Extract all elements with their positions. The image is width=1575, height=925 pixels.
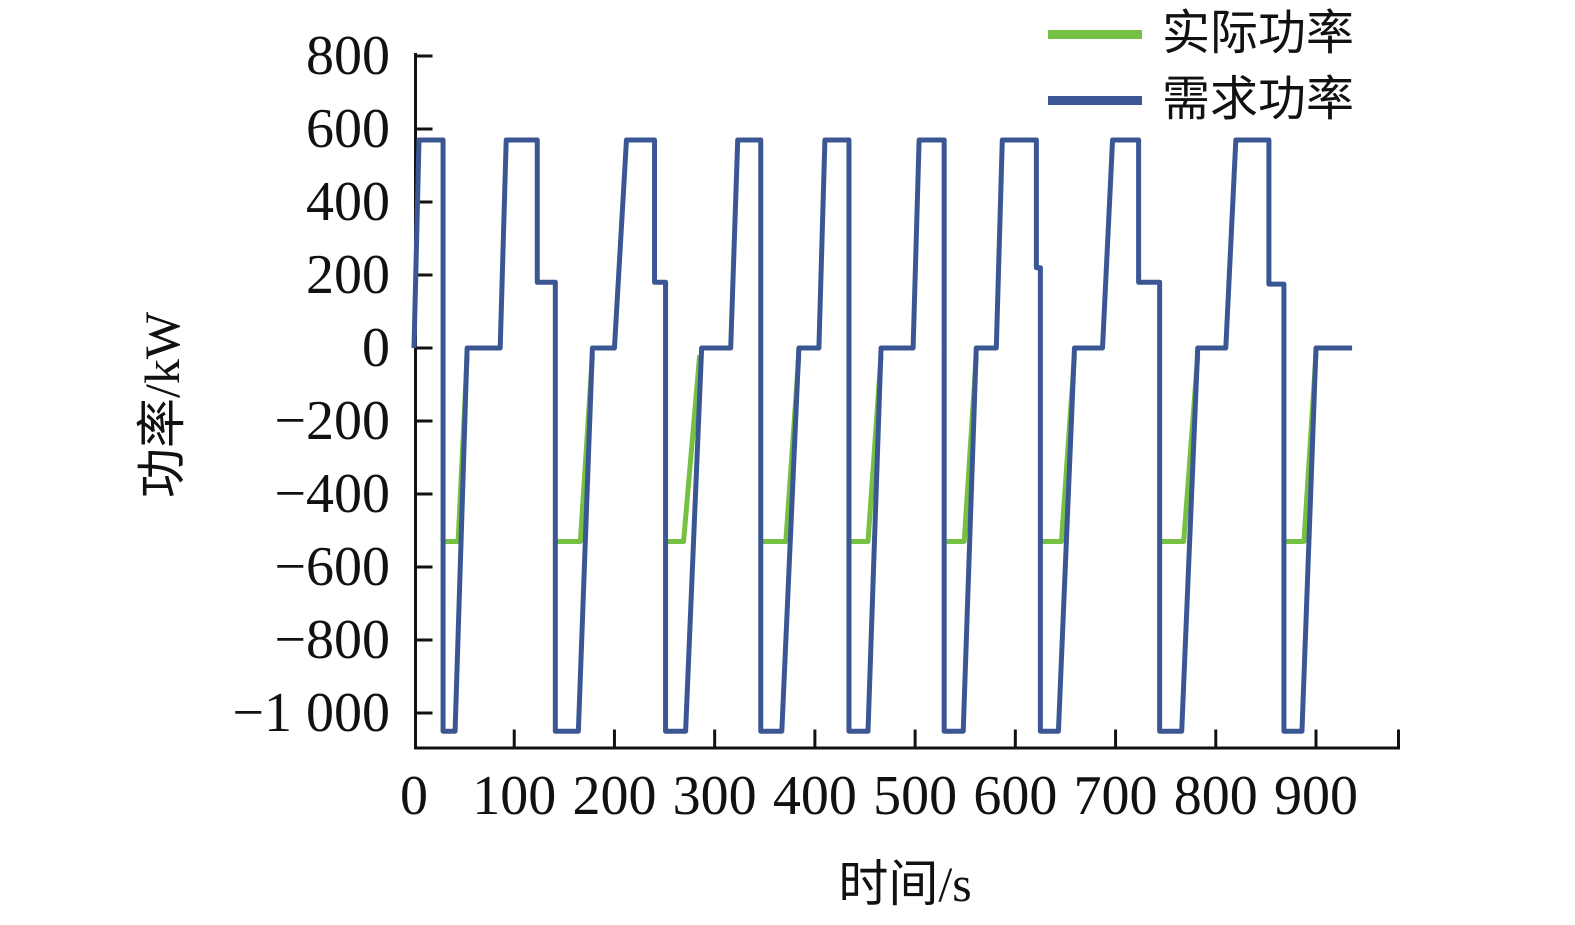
y-axis-title: 功率/kW	[134, 311, 190, 499]
actual-power-line	[665, 355, 703, 544]
x-tick-label: 0	[400, 765, 428, 827]
y-tick-label: 800	[306, 25, 390, 87]
y-tick-label: 600	[306, 98, 390, 160]
y-tick-label: −200	[274, 390, 390, 452]
x-tick-label: 800	[1174, 765, 1258, 827]
x-tick-label: 600	[973, 765, 1057, 827]
x-tick-label: 400	[773, 765, 857, 827]
legend-label-demand-power: 需求功率	[1162, 73, 1355, 126]
demand-power-line	[411, 137, 1353, 734]
y-tick-label: −400	[274, 463, 390, 525]
legend-item-actual-power: 实际功率	[1048, 8, 1354, 60]
y-tick-label: 0	[362, 317, 390, 379]
actual-power-line-swatch	[1048, 29, 1142, 39]
y-tick-label: 400	[306, 171, 390, 233]
y-tick-label: −1 000	[232, 682, 390, 744]
legend-item-demand-power: 需求功率	[1048, 74, 1354, 126]
x-tick-label: 900	[1274, 765, 1358, 827]
x-tick-label: 500	[873, 765, 957, 827]
x-tick-label: 100	[472, 765, 556, 827]
x-tick-label: 200	[572, 765, 656, 827]
legend-label-actual-power: 实际功率	[1162, 7, 1355, 60]
demand-power-line-swatch	[1048, 95, 1142, 105]
y-tick-label: 200	[306, 244, 390, 306]
x-tick-label: 700	[1074, 765, 1158, 827]
x-tick-label: 300	[673, 765, 757, 827]
y-tick-label: −800	[274, 609, 390, 671]
y-tick-label: −600	[274, 536, 390, 598]
legend: 实际功率 需求功率	[1048, 8, 1354, 126]
x-axis-title: 时间/s	[838, 856, 972, 912]
